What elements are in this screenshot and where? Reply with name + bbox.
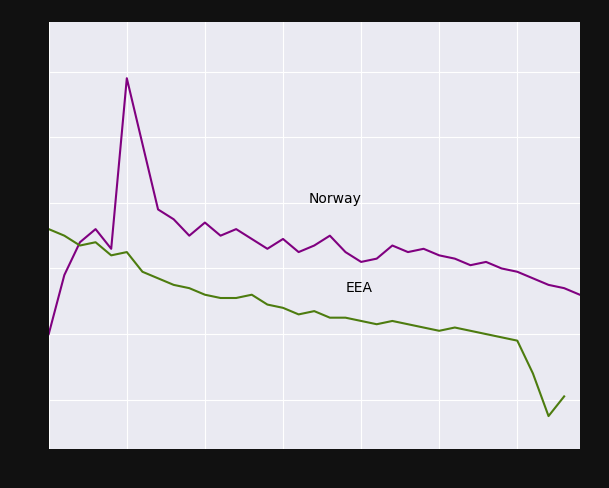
Text: Norway: Norway [309,191,362,205]
Text: EEA: EEA [346,281,373,294]
